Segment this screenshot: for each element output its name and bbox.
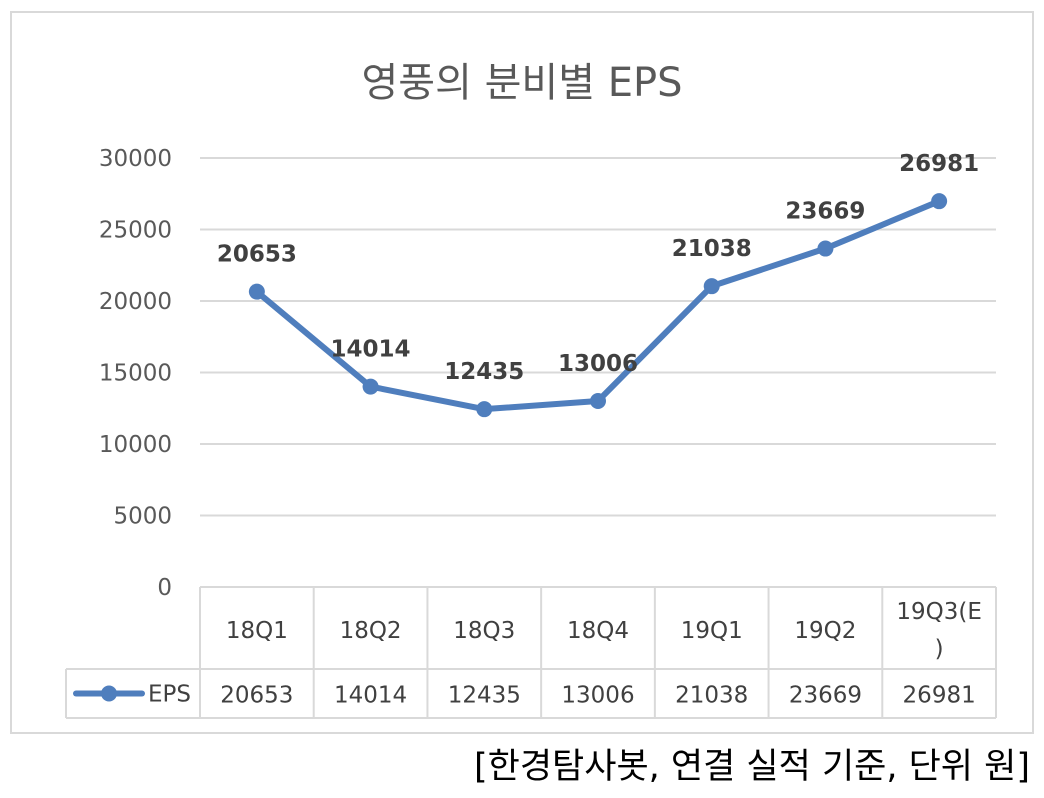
legend-label: EPS bbox=[148, 682, 191, 708]
y-tick-label: 0 bbox=[157, 575, 172, 601]
x-category-label: 18Q3 bbox=[453, 618, 515, 644]
table-value: 23669 bbox=[789, 683, 862, 709]
series-line-eps bbox=[253, 198, 943, 413]
table-value: 21038 bbox=[675, 683, 748, 709]
chart-frame bbox=[10, 11, 1034, 734]
data-point bbox=[931, 193, 948, 210]
table-value: 26981 bbox=[903, 683, 976, 709]
data-label: 26981 bbox=[899, 151, 979, 177]
data-point bbox=[362, 378, 379, 395]
y-tick-label: 15000 bbox=[99, 361, 172, 387]
eps-line-chart: 영풍의 분비별 EPS 0 5000 10000 15000 20000 25000 3000… bbox=[65, 60, 997, 719]
x-category-label: 19Q2 bbox=[794, 618, 856, 644]
x-category-label: 18Q4 bbox=[567, 618, 629, 644]
y-tick-label: 5000 bbox=[113, 504, 172, 530]
data-label: 23669 bbox=[785, 199, 865, 225]
x-category-label: ) bbox=[935, 636, 944, 662]
y-tick-label: 20000 bbox=[99, 289, 172, 315]
table-value: 14014 bbox=[334, 683, 407, 709]
data-label: 14014 bbox=[331, 337, 411, 363]
data-point bbox=[590, 393, 606, 410]
x-category-label: 19Q3(E bbox=[896, 599, 982, 625]
y-tick-label: 10000 bbox=[99, 432, 172, 458]
data-label: 21038 bbox=[672, 236, 752, 262]
table-value: 12435 bbox=[448, 683, 521, 709]
table-value: 20653 bbox=[220, 683, 293, 709]
data-point bbox=[476, 401, 493, 418]
source-caption: [한경탐사봇, 연결 실적 기준, 단위 원] bbox=[474, 747, 1030, 787]
legend-marker bbox=[101, 685, 117, 702]
x-category-label: 18Q2 bbox=[340, 618, 402, 644]
data-point bbox=[817, 240, 834, 257]
x-category-label: 18Q1 bbox=[226, 618, 288, 644]
data-point bbox=[248, 283, 265, 300]
chart-title: 영풍의 분비별 EPS bbox=[361, 60, 682, 106]
data-label: 13006 bbox=[558, 351, 638, 377]
y-tick-label: 25000 bbox=[99, 218, 172, 244]
y-tick-label: 30000 bbox=[99, 146, 172, 172]
data-point bbox=[703, 278, 720, 295]
data-label: 20653 bbox=[217, 242, 297, 268]
data-label: 12435 bbox=[444, 359, 524, 385]
table-value: 13006 bbox=[561, 683, 634, 709]
x-category-label: 19Q1 bbox=[681, 618, 743, 644]
